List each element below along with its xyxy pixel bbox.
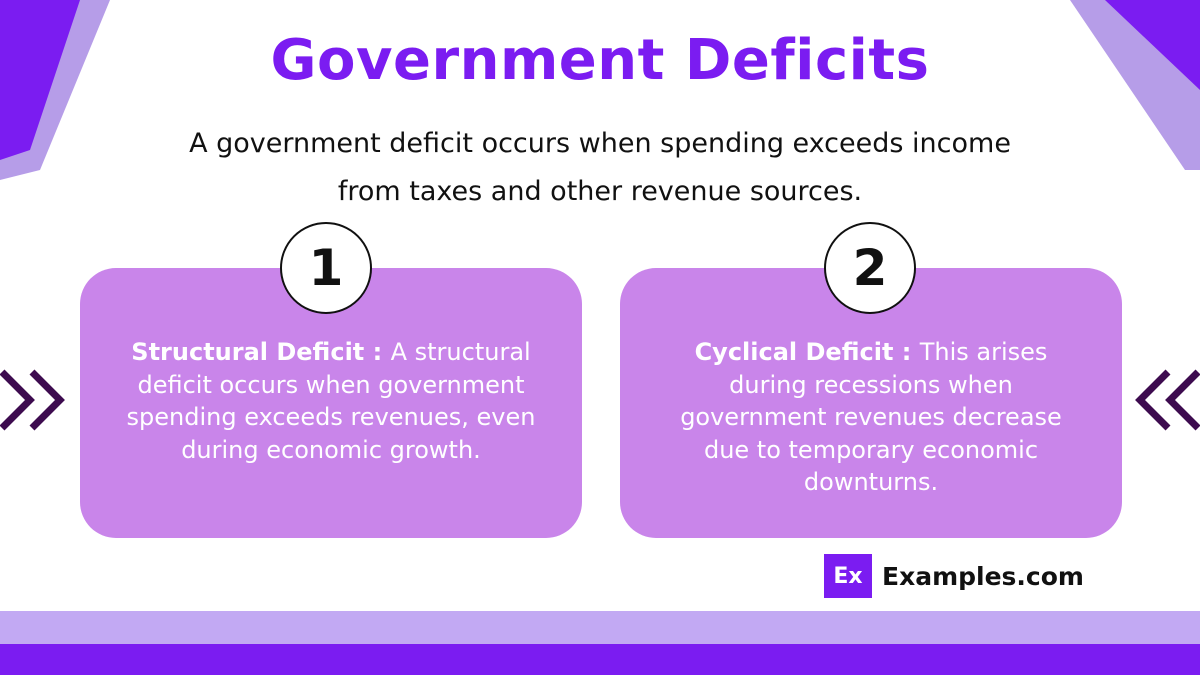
double-chevron-right-icon [0, 369, 65, 431]
number-badge-2: 2 [824, 222, 916, 314]
brand-watermark: Ex Examples.com [824, 554, 1084, 598]
card-term: Structural Deficit : [131, 338, 391, 366]
card-description: This arises during recessions when gover… [680, 338, 1062, 496]
card-description: A structural deficit occurs when governm… [126, 338, 536, 464]
slide-title: Government Deficits [270, 28, 930, 93]
number-badge-1: 1 [280, 222, 372, 314]
bottom-band-light [0, 611, 1200, 644]
brand-logo: Ex [824, 554, 872, 598]
double-chevron-left-icon [1135, 369, 1200, 431]
slide-subtitle: A government deficit occurs when spendin… [189, 128, 1011, 207]
bottom-band-dark [0, 644, 1200, 675]
top-right-corner-decoration [1070, 0, 1200, 170]
card-term: Cyclical Deficit : [694, 338, 920, 366]
brand-name: Examples.com [882, 561, 1084, 591]
top-left-corner-decoration [0, 0, 110, 180]
